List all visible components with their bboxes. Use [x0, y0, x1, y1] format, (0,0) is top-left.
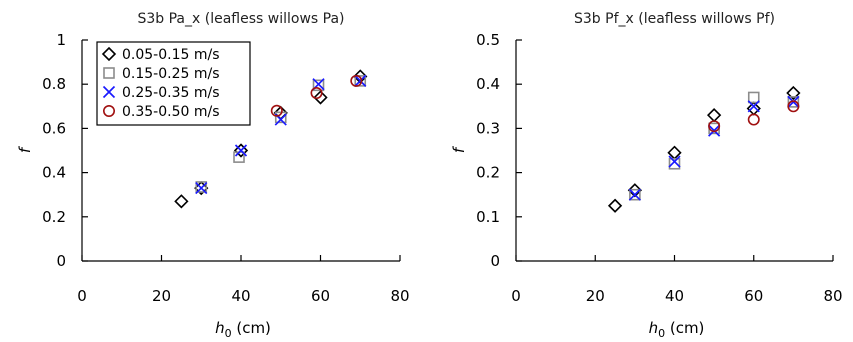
data-point-circle — [350, 74, 363, 87]
x-tick-label: 40 — [231, 287, 250, 305]
x-tick-label: 20 — [586, 287, 605, 305]
chart-panel-1: S3b Pa_x (leafless willows Pa) 0 20 40 60 80 0… — [16, 11, 410, 340]
data-point-diamond — [174, 194, 189, 209]
data-point-square — [274, 111, 287, 124]
y-tick-label: 0.2 — [42, 208, 66, 226]
data-point-diamond — [313, 90, 328, 105]
x-tick-label: 0 — [77, 287, 87, 305]
y-tick-label: 0.1 — [476, 208, 500, 226]
legend-marker-x — [102, 85, 116, 99]
data-point-diamond — [786, 85, 801, 101]
legend-label: 0.25-0.35 m/s — [122, 85, 220, 101]
data-point-x — [234, 144, 248, 157]
data-point-x — [195, 181, 208, 195]
x-tick-label: 0 — [511, 287, 521, 305]
data-point-x — [668, 155, 681, 168]
y-tick-label: 0.6 — [42, 119, 66, 137]
data-point-diamond — [353, 69, 368, 84]
data-point-diamond — [746, 101, 761, 116]
series-x — [195, 74, 367, 195]
y-tick-label: 0.3 — [476, 119, 500, 137]
data-point-square — [195, 181, 208, 193]
series-circle — [270, 74, 363, 117]
x-tick-label: 60 — [311, 287, 330, 305]
y-axis-label: f — [16, 145, 34, 153]
data-point-diamond — [627, 183, 643, 198]
y-axis-label: f — [450, 145, 468, 153]
data-point-square — [668, 157, 681, 170]
chart-title: S3b Pf_x (leafless willows Pf) — [574, 11, 775, 27]
data-point-diamond — [607, 198, 623, 213]
series-square — [629, 91, 800, 201]
data-point-square — [354, 75, 367, 87]
legend-marker-circle — [103, 105, 116, 118]
x-tick-label: 20 — [152, 287, 171, 305]
legend-label: 0.35-0.50 m/s — [122, 104, 220, 120]
y-tick-label: 0 — [56, 252, 66, 270]
data-point-x — [747, 100, 760, 113]
data-point-circle — [747, 113, 760, 126]
data-point-square — [787, 96, 800, 108]
chart-panel-2: S3b Pf_x (leafless willows Pf) 0 20 40 60 80 0… — [450, 11, 843, 340]
chart-title: S3b Pa_x (leafless willows Pa) — [137, 11, 344, 27]
x-tick-label: 80 — [823, 287, 842, 305]
legend-label: 0.15-0.25 m/s — [122, 66, 220, 82]
x-tick-label: 80 — [390, 287, 409, 305]
legend-marker-square — [103, 67, 115, 79]
data-point-diamond — [706, 108, 722, 123]
series-x — [628, 95, 800, 201]
data-point-x — [354, 74, 367, 87]
y-tick-label: 0.8 — [42, 75, 66, 93]
data-point-diamond — [233, 143, 249, 158]
x-tick-label: 60 — [744, 287, 763, 305]
data-point-circle — [708, 120, 721, 133]
x-axis-label: h0 (cm) — [649, 319, 705, 340]
data-point-x — [628, 188, 641, 201]
x-tick-label: 40 — [665, 287, 684, 305]
y-tick-label: 0 — [490, 252, 500, 270]
y-tick-label: 0.4 — [476, 75, 500, 93]
legend: 0.05-0.15 m/s 0.15-0.25 m/s 0.25-0.35 m/s 0… — [96, 41, 251, 126]
legend-marker-diamond — [101, 46, 117, 62]
data-point-square — [312, 79, 325, 92]
y-tick-label: 0.5 — [476, 31, 500, 49]
legend-box — [96, 41, 251, 126]
data-point-square — [629, 188, 641, 201]
series-circle — [708, 100, 800, 133]
y-tick-label: 1 — [56, 31, 66, 49]
x-axis-label: h0 (cm) — [215, 319, 271, 340]
data-point-circle — [787, 100, 800, 113]
legend-label: 0.05-0.15 m/s — [122, 47, 220, 63]
data-point-circle — [270, 104, 283, 117]
data-point-square — [747, 91, 760, 104]
data-point-circle — [310, 87, 323, 100]
data-point-diamond — [194, 180, 209, 196]
y-tick-label: 0.4 — [42, 164, 66, 182]
y-tick-label: 0.2 — [476, 164, 500, 182]
